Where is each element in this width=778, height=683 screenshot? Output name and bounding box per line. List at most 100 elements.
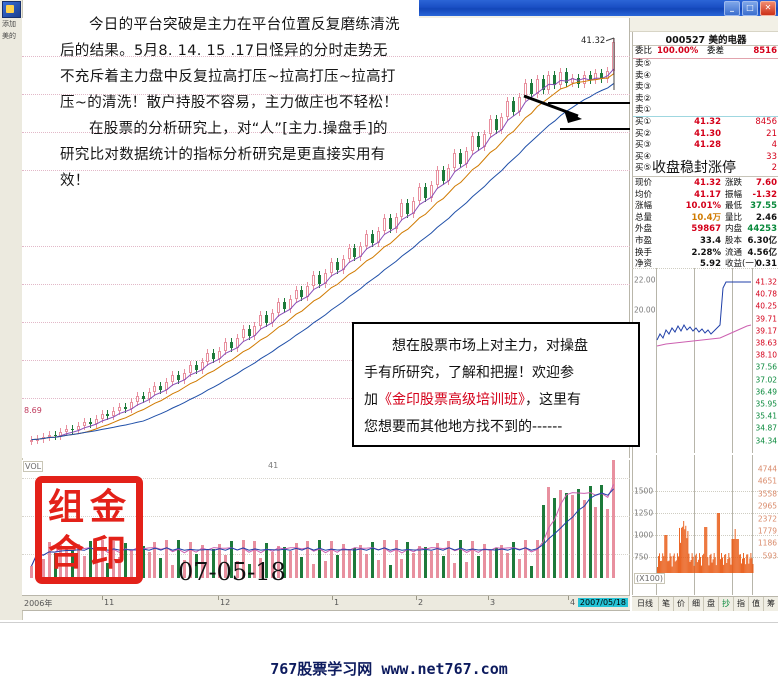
stamp-date-label: 07-05-18 (178, 558, 286, 586)
volume-bar (394, 540, 398, 578)
sidebar-line-1[interactable]: 添加 (2, 20, 16, 28)
intraday-price-label: 37.02 (755, 375, 777, 385)
intraday-volume-bar (697, 559, 699, 573)
volume-bar (500, 545, 504, 578)
sidebar-line-2[interactable]: 美的 (2, 32, 16, 40)
weicha-label: 委差 (707, 46, 725, 56)
volume-bar (453, 562, 457, 578)
footer-site-credit: 767股票学习网 www.net767.com (270, 660, 508, 678)
stat-label-2: 收益(一) (725, 259, 758, 270)
volume-bar (506, 552, 510, 578)
order-price: 41.32 (694, 117, 721, 127)
minimize-button[interactable]: _ (724, 1, 740, 16)
order-row: 卖① (633, 105, 778, 117)
volume-bar (318, 540, 322, 578)
intraday-volume-bar (665, 535, 667, 573)
volume-bar (382, 540, 386, 578)
volume-bar (371, 541, 375, 578)
order-label: 买⑤ (635, 163, 652, 174)
quote-tab-8[interactable]: 筹 (764, 597, 778, 611)
order-row: 买③ 41.28 4 (633, 140, 778, 152)
stat-label: 均价 (635, 189, 653, 200)
volume-bar (300, 557, 304, 578)
volume-bar (523, 540, 527, 578)
volume-bar (518, 559, 522, 578)
order-volume: 33 (766, 151, 777, 162)
window-titlebar: _ □ ✕ (419, 0, 778, 16)
weicha-value: 8516 (753, 46, 777, 56)
order-row: 卖② (633, 94, 778, 106)
order-volume: 21 (766, 128, 777, 139)
intraday-volume-bar (737, 539, 739, 573)
intraday-volume-bar (741, 563, 742, 573)
intraday-price-chart[interactable]: 41.32 40.78 40.25 39.71 39.17 38.63 38.10 37.56… (632, 268, 778, 453)
intraday-volume-bar (735, 539, 737, 573)
stat-label: 涨幅 (635, 201, 653, 212)
order-row: 卖③ (633, 82, 778, 94)
quote-tab-strip[interactable]: 日线笔价细盘抄指值筹 (632, 596, 778, 611)
intraday-volume-bar (749, 558, 751, 573)
volume-bar (512, 542, 516, 578)
quote-tab-4[interactable]: 盘 (704, 597, 719, 611)
intraday-volume-pct-label: 1186 (757, 538, 777, 548)
intraday-left-label: 22.00 (634, 275, 656, 285)
intraday-price-label: 38.63 (755, 338, 777, 348)
stat-label-2: 最低 (725, 201, 743, 212)
date-tick: 2006年 (24, 599, 53, 608)
stat-label: 外盘 (635, 224, 653, 235)
volume-indicator-label: VOL (23, 461, 44, 472)
stat-value: 59867 (691, 224, 721, 235)
stat-row: 总量 10.4万 量比 2.46 (633, 213, 778, 225)
app-logo-icon (2, 1, 21, 18)
intraday-volume-bar (685, 525, 687, 573)
volume-bar (471, 540, 474, 578)
volume-bar (435, 543, 439, 578)
stat-value-2: 4.56亿 (747, 247, 777, 258)
stat-label: 市盈 (635, 236, 653, 246)
volume-chart[interactable]: VOL 41 (22, 460, 630, 595)
stock-code: 000527 (665, 35, 706, 46)
order-label: 卖⑤ (635, 59, 652, 69)
order-label: 买① (635, 117, 652, 127)
volume-bar (494, 547, 498, 578)
quote-tab-0[interactable]: 日线 (632, 597, 659, 611)
intraday-price-label: 35.41 (755, 411, 777, 421)
intraday-volume-bar (704, 527, 706, 573)
stat-label: 现价 (635, 178, 653, 188)
quote-tab-2[interactable]: 价 (674, 597, 689, 611)
kline-low-label: 8.69 (24, 406, 42, 415)
order-price: 41.30 (694, 128, 721, 139)
order-row: 卖⑤ (633, 59, 778, 71)
intraday-volume-chart[interactable]: 150012501000750500 474446513558296523721… (632, 455, 778, 595)
quote-tab-7[interactable]: 值 (749, 597, 764, 611)
intraday-price-label: 39.17 (755, 326, 777, 336)
date-tick: 3 (490, 598, 496, 607)
close-button[interactable]: ✕ (760, 1, 776, 16)
intraday-volume-bar (726, 562, 728, 573)
quote-tab-5[interactable]: 抄 (719, 597, 734, 611)
annotation-paragraph-1: 今日的平台突破是主力在平台位置反复磨练清洗后的结果。5月8. 14. 15 .1… (60, 17, 400, 111)
volume-bar (447, 540, 451, 578)
quote-tab-1[interactable]: 笔 (659, 597, 674, 611)
volume-bar (118, 556, 122, 578)
volume-bar (606, 508, 610, 578)
volume-bar (365, 553, 369, 578)
quote-tab-6[interactable]: 指 (734, 597, 749, 611)
volume-bar (594, 506, 598, 578)
quote-tab-3[interactable]: 细 (689, 597, 704, 611)
volume-y-axis (629, 460, 630, 595)
volume-bar (153, 542, 157, 578)
date-axis[interactable]: 2006年 11 12 1 2 3 4 2007/05/18 (22, 595, 630, 611)
intraday-left-label: 20.00 (634, 305, 656, 315)
intraday-volume-bar (682, 526, 684, 573)
intraday-volume-pct-label: 3558 (757, 489, 777, 499)
volume-bar (541, 504, 545, 578)
volume-bar (224, 554, 228, 578)
volume-bar (182, 560, 186, 578)
stat-label-2: 内盘 (725, 224, 743, 235)
maximize-button[interactable]: □ (742, 1, 758, 16)
intraday-volume-label: 1250 (634, 508, 654, 518)
intraday-volume-bar (720, 559, 721, 573)
intraday-volume-bar (708, 565, 710, 573)
stat-value: 41.17 (694, 189, 721, 200)
